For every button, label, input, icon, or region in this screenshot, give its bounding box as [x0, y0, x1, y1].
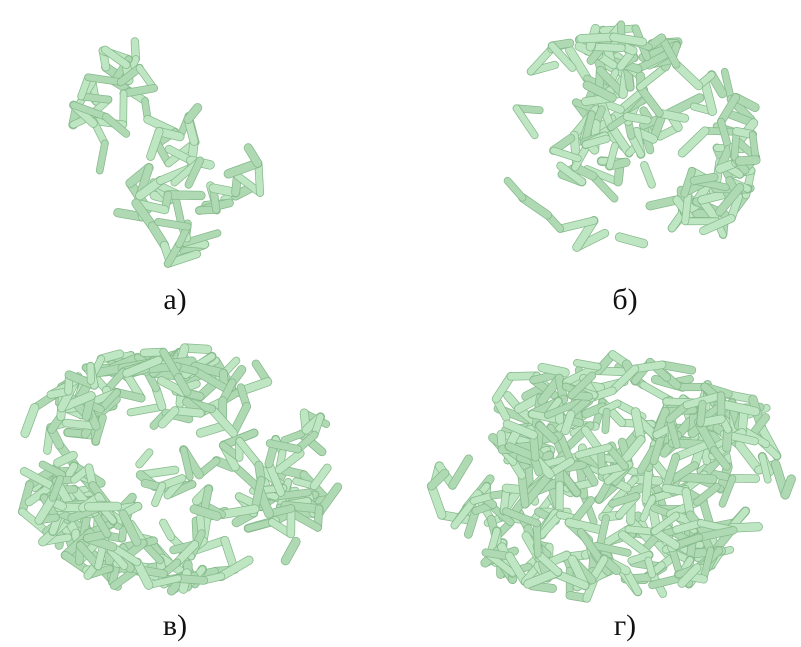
bond	[614, 37, 643, 42]
bond	[508, 181, 523, 198]
bond	[151, 132, 159, 157]
bond	[248, 148, 257, 163]
bond	[676, 65, 698, 86]
bond	[522, 475, 525, 504]
bond	[605, 412, 606, 430]
bond	[431, 486, 441, 515]
bond	[188, 108, 197, 120]
bond	[453, 459, 469, 485]
structure-b	[508, 24, 756, 247]
bond	[577, 363, 598, 367]
structure-c	[22, 348, 337, 591]
bond	[537, 523, 538, 554]
panel-label: г)	[614, 609, 636, 642]
bond	[648, 560, 652, 574]
bond	[284, 434, 301, 440]
bond	[205, 489, 209, 508]
bond	[228, 163, 257, 174]
bond	[581, 37, 614, 38]
panel-label: б)	[612, 283, 637, 316]
bond	[592, 47, 622, 48]
bond	[178, 578, 204, 580]
bond	[646, 468, 649, 500]
bond	[700, 404, 702, 423]
bond	[286, 542, 296, 561]
structure-d	[431, 355, 791, 599]
bond	[258, 164, 260, 193]
structure-a	[73, 41, 260, 263]
panel-label: в)	[163, 609, 187, 642]
bond	[542, 368, 565, 373]
bond	[81, 96, 108, 99]
bond	[682, 131, 705, 153]
panel-label: а)	[163, 283, 186, 316]
bond	[235, 467, 258, 488]
bond	[627, 116, 647, 120]
bond	[694, 177, 714, 180]
figure: а) б) в) г)	[0, 0, 801, 647]
bond	[739, 445, 758, 470]
bond	[566, 414, 571, 430]
bond	[523, 198, 548, 215]
bond	[163, 523, 171, 537]
bond	[168, 195, 201, 196]
bond	[25, 408, 34, 433]
bond	[644, 165, 652, 184]
bond	[740, 160, 756, 161]
bond	[139, 452, 149, 464]
page: а) б) в) г) (() => { const data = JSON.p…	[0, 0, 801, 647]
